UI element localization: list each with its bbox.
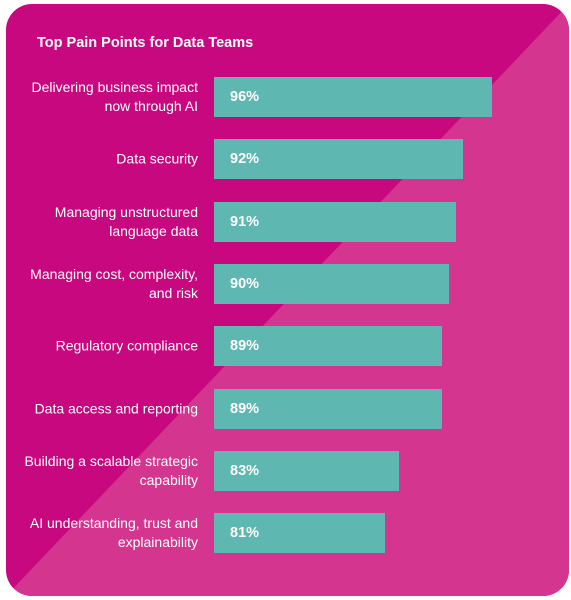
bar: 81% — [214, 513, 385, 553]
category-label: Data security — [116, 150, 198, 167]
bar-row: Regulatory compliance 89% — [6, 326, 569, 366]
bar: 89% — [214, 326, 442, 366]
bar-row: Delivering business impact now through A… — [6, 77, 569, 117]
bar: 89% — [214, 389, 442, 429]
value-label: 96% — [230, 89, 260, 105]
category-label: AI understanding, trust and explainabili… — [29, 515, 198, 550]
category-label: Managing unstructured language data — [54, 204, 198, 239]
bar-row: Managing cost, complexity, and risk 90% — [6, 264, 569, 304]
bar: 90% — [214, 264, 449, 304]
value-label: 89% — [230, 401, 260, 417]
bar: 92% — [214, 139, 463, 179]
value-label: 83% — [230, 463, 260, 479]
bar-row: AI understanding, trust and explainabili… — [6, 513, 569, 553]
bar-row: Data access and reporting 89% — [6, 389, 569, 429]
category-label: Building a scalable strategic capability — [24, 453, 198, 488]
value-label: 90% — [230, 276, 260, 292]
category-label: Regulatory compliance — [55, 337, 198, 354]
value-label: 91% — [230, 214, 260, 230]
bar-row: Building a scalable strategic capability… — [6, 451, 569, 491]
bar-row: Managing unstructured language data 91% — [6, 202, 569, 242]
category-label: Delivering business impact now through A… — [31, 79, 198, 114]
chart-title: Top Pain Points for Data Teams — [37, 35, 254, 51]
value-label: 89% — [230, 338, 260, 354]
value-label: 81% — [230, 525, 260, 541]
bar-rows: Delivering business impact now through A… — [6, 4, 569, 596]
bar: 91% — [214, 202, 456, 242]
bar: 96% — [214, 77, 492, 117]
value-label: 92% — [230, 151, 260, 167]
category-label: Managing cost, complexity, and risk — [30, 266, 198, 301]
bar: 83% — [214, 451, 399, 491]
chart-card: Top Pain Points for Data Teams Deliverin… — [6, 4, 569, 596]
bar-row: Data security 92% — [6, 139, 569, 179]
category-label: Data access and reporting — [34, 400, 198, 417]
